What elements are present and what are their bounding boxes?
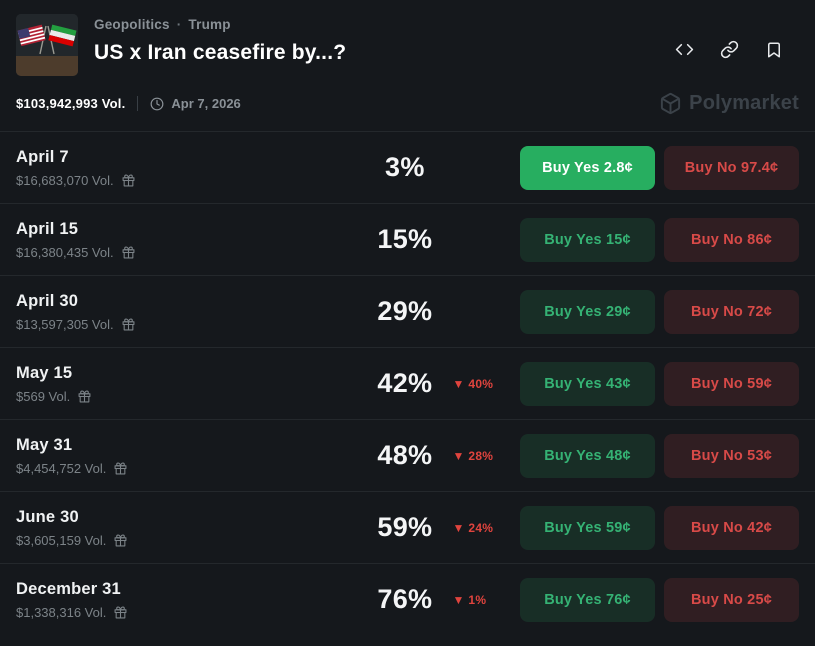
polymarket-watermark: Polymarket bbox=[659, 92, 799, 115]
embed-icon[interactable] bbox=[675, 40, 694, 59]
end-date: Apr 7, 2026 bbox=[171, 96, 241, 111]
outcome-volume: $1,338,316 Vol. bbox=[16, 604, 107, 620]
meta-divider bbox=[137, 96, 139, 111]
outcome-volume-line: $13,597,305 Vol. bbox=[16, 317, 365, 332]
outcome-info: May 31 $4,454,752 Vol. bbox=[16, 436, 365, 476]
buy-no-button[interactable]: Buy No 42¢ bbox=[664, 505, 799, 550]
buy-yes-button[interactable]: Buy Yes 29¢ bbox=[520, 289, 655, 334]
chance-percent: 59% bbox=[377, 512, 433, 542]
event-meta: $103,942,993 Vol. Apr 7, 2026 Polymarket bbox=[0, 82, 815, 131]
chance-percent: 29% bbox=[377, 296, 433, 326]
outcome-volume: $569 Vol. bbox=[16, 388, 71, 404]
polymarket-logo-text: Polymarket bbox=[689, 92, 799, 114]
outcome-date: May 15 bbox=[16, 363, 73, 382]
event-header: Geopolitics · Trump US x Iran ceasefire by… bbox=[0, 0, 815, 82]
buy-yes-button[interactable]: Buy Yes 2.8¢ bbox=[520, 145, 655, 190]
gift-icon[interactable] bbox=[122, 318, 135, 331]
breadcrumb-category[interactable]: Geopolitics bbox=[94, 17, 170, 32]
buy-no-button[interactable]: Buy No 53¢ bbox=[664, 433, 799, 478]
outcome-row: June 30 $3,605,159 Vol. 59% ▼ 24% Buy Ye… bbox=[0, 491, 815, 563]
gift-icon[interactable] bbox=[114, 606, 127, 619]
buy-yes-button[interactable]: Buy Yes 43¢ bbox=[520, 361, 655, 406]
buy-yes-button[interactable]: Buy Yes 76¢ bbox=[520, 577, 655, 622]
outcome-volume-line: $16,683,070 Vol. bbox=[16, 173, 365, 188]
chance-change: ▼ 40% bbox=[452, 376, 494, 391]
outcome-volume-line: $3,605,159 Vol. bbox=[16, 533, 365, 548]
polymarket-logo-icon bbox=[661, 92, 681, 115]
outcome-date: April 15 bbox=[16, 219, 79, 238]
outcome-volume: $4,454,752 Vol. bbox=[16, 460, 107, 476]
chance-percent: 76% bbox=[377, 584, 433, 614]
breadcrumb: Geopolitics · Trump bbox=[94, 17, 346, 32]
outcome-info: May 15 $569 Vol. bbox=[16, 364, 365, 404]
buy-no-button[interactable]: Buy No 25¢ bbox=[664, 577, 799, 622]
buy-no-button[interactable]: Buy No 59¢ bbox=[664, 361, 799, 406]
outcome-row: April 15 $16,380,435 Vol. 15% Buy Yes 15… bbox=[0, 203, 815, 275]
outcome-row: April 7 $16,683,070 Vol. 3% Buy Yes 2.8¢… bbox=[0, 131, 815, 203]
outcome-info: April 30 $13,597,305 Vol. bbox=[16, 292, 365, 332]
breadcrumb-separator: · bbox=[176, 17, 182, 32]
chance-change: ▼ 1% bbox=[452, 592, 487, 607]
event-title-block: Geopolitics · Trump US x Iran ceasefire by… bbox=[94, 14, 346, 65]
buy-no-button[interactable]: Buy No 86¢ bbox=[664, 217, 799, 262]
outcome-row: December 31 $1,338,316 Vol. 76% ▼ 1% Buy… bbox=[0, 563, 815, 635]
outcome-date: June 30 bbox=[16, 507, 79, 526]
trade-buttons: Buy Yes 76¢ Buy No 25¢ bbox=[520, 577, 799, 622]
outcome-volume-line: $569 Vol. bbox=[16, 389, 365, 404]
buy-no-button[interactable]: Buy No 72¢ bbox=[664, 289, 799, 334]
link-icon[interactable] bbox=[720, 40, 739, 59]
gift-icon[interactable] bbox=[114, 534, 127, 547]
chance-percent: 42% bbox=[377, 368, 433, 398]
chance-change: ▼ 24% bbox=[452, 520, 494, 535]
gift-icon[interactable] bbox=[122, 246, 135, 259]
chance-percent: 15% bbox=[377, 224, 433, 254]
gift-icon[interactable] bbox=[114, 462, 127, 475]
trade-buttons: Buy Yes 43¢ Buy No 59¢ bbox=[520, 361, 799, 406]
total-volume: $103,942,993 Vol. bbox=[16, 96, 126, 111]
outcome-volume: $16,683,070 Vol. bbox=[16, 172, 114, 188]
us-iran-flags-image bbox=[16, 14, 78, 76]
chance-percent: 3% bbox=[385, 152, 425, 182]
outcome-info: June 30 $3,605,159 Vol. bbox=[16, 508, 365, 548]
outcome-volume: $16,380,435 Vol. bbox=[16, 244, 114, 260]
outcome-volume: $13,597,305 Vol. bbox=[16, 316, 114, 332]
outcome-volume-line: $4,454,752 Vol. bbox=[16, 461, 365, 476]
buy-yes-button[interactable]: Buy Yes 48¢ bbox=[520, 433, 655, 478]
outcome-date: December 31 bbox=[16, 579, 121, 598]
outcome-date: April 7 bbox=[16, 147, 69, 166]
chance-change: ▼ 28% bbox=[452, 448, 494, 463]
buy-no-button[interactable]: Buy No 97.4¢ bbox=[664, 145, 799, 190]
trade-buttons: Buy Yes 48¢ Buy No 53¢ bbox=[520, 433, 799, 478]
page-title: US x Iran ceasefire by...? bbox=[94, 41, 347, 64]
trade-buttons: Buy Yes 15¢ Buy No 86¢ bbox=[520, 217, 799, 262]
outcome-volume: $3,605,159 Vol. bbox=[16, 532, 107, 548]
event-thumbnail bbox=[16, 14, 78, 76]
trade-buttons: Buy Yes 2.8¢ Buy No 97.4¢ bbox=[520, 145, 799, 190]
outcome-row: April 30 $13,597,305 Vol. 29% Buy Yes 29… bbox=[0, 275, 815, 347]
outcome-volume-line: $1,338,316 Vol. bbox=[16, 605, 365, 620]
outcome-info: April 15 $16,380,435 Vol. bbox=[16, 220, 365, 260]
buy-yes-button[interactable]: Buy Yes 15¢ bbox=[520, 217, 655, 262]
trade-buttons: Buy Yes 59¢ Buy No 42¢ bbox=[520, 505, 799, 550]
outcome-row: May 31 $4,454,752 Vol. 48% ▼ 28% Buy Yes… bbox=[0, 419, 815, 491]
breadcrumb-tag[interactable]: Trump bbox=[188, 17, 231, 32]
outcome-date: May 31 bbox=[16, 435, 73, 454]
gift-icon[interactable] bbox=[122, 174, 135, 187]
outcome-volume-line: $16,380,435 Vol. bbox=[16, 245, 365, 260]
clock-icon bbox=[150, 97, 164, 111]
outcome-info: April 7 $16,683,070 Vol. bbox=[16, 148, 365, 188]
gift-icon[interactable] bbox=[78, 390, 91, 403]
bookmark-icon[interactable] bbox=[765, 41, 783, 59]
outcome-row: May 15 $569 Vol. 42% ▼ 40% Buy Yes 43¢ B… bbox=[0, 347, 815, 419]
outcomes-list: April 7 $16,683,070 Vol. 3% Buy Yes 2.8¢… bbox=[0, 131, 815, 635]
header-actions bbox=[675, 14, 799, 59]
buy-yes-button[interactable]: Buy Yes 59¢ bbox=[520, 505, 655, 550]
outcome-info: December 31 $1,338,316 Vol. bbox=[16, 580, 365, 620]
outcome-date: April 30 bbox=[16, 291, 79, 310]
trade-buttons: Buy Yes 29¢ Buy No 72¢ bbox=[520, 289, 799, 334]
chance-percent: 48% bbox=[377, 440, 433, 470]
